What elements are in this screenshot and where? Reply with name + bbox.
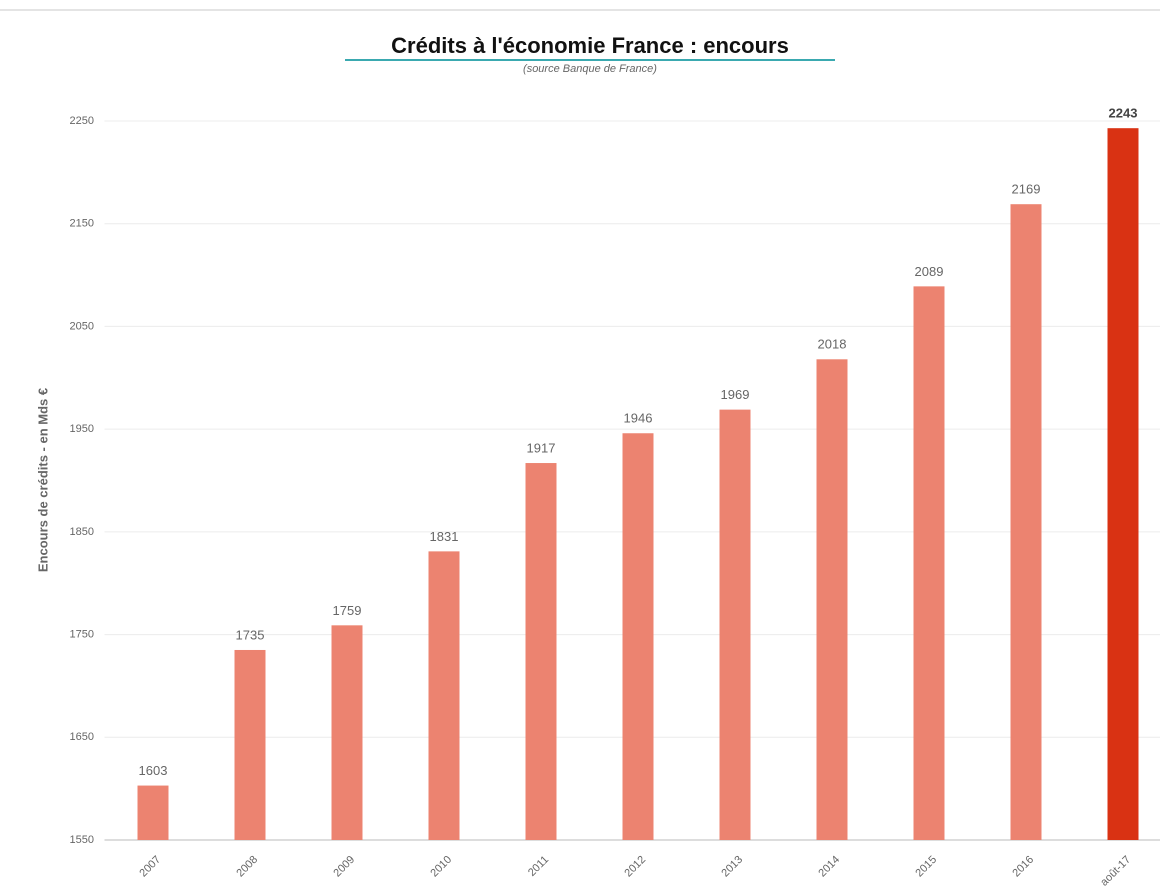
- value-label: 2243: [1109, 106, 1138, 121]
- x-tick-label: 2009: [331, 854, 357, 880]
- y-tick-label: 1550: [70, 834, 94, 846]
- bar: [719, 409, 751, 840]
- bar: [913, 286, 945, 840]
- x-tick-label: 2014: [816, 854, 842, 880]
- value-label: 1603: [139, 763, 168, 778]
- x-tick-label: 2016: [1010, 854, 1036, 880]
- x-tick-label: 2011: [526, 854, 551, 879]
- x-tick-label: 2007: [137, 854, 163, 880]
- bar: [331, 625, 363, 840]
- y-tick-label: 1750: [70, 628, 94, 640]
- bar: [1010, 204, 1042, 840]
- bar: [1107, 128, 1139, 840]
- value-label: 2089: [915, 264, 944, 279]
- x-tick-label: 2015: [913, 854, 939, 880]
- value-label: 1759: [333, 603, 362, 618]
- bar: [622, 433, 654, 840]
- value-label: 2018: [818, 337, 847, 352]
- chart-title: Crédits à l'économie France : encours: [391, 33, 789, 58]
- value-label: 1969: [721, 387, 750, 402]
- y-tick-label: 2250: [70, 115, 94, 127]
- x-tick-label: 2012: [622, 854, 648, 880]
- value-label: 1917: [527, 440, 556, 455]
- bar: [428, 551, 460, 840]
- y-tick-label: 1850: [70, 526, 94, 538]
- value-label: 1831: [430, 529, 459, 544]
- x-tick-label: 2013: [719, 854, 745, 880]
- value-label: 1735: [236, 627, 265, 642]
- y-axis-label: Encours de crédits - en Mds €: [35, 388, 50, 572]
- x-tick-label: 2010: [428, 854, 454, 880]
- bar: [234, 649, 266, 840]
- bar: [137, 785, 169, 840]
- bar: [816, 359, 848, 840]
- y-tick-label: 1950: [70, 423, 94, 435]
- y-tick-label: 2150: [70, 218, 94, 230]
- value-label: 1946: [624, 411, 653, 426]
- y-tick-label: 2050: [70, 320, 94, 332]
- x-tick-label: 2008: [234, 854, 260, 880]
- value-label: 2169: [1012, 182, 1041, 197]
- chart-subtitle: (source Banque de France): [523, 63, 657, 75]
- x-tick-label: août-17: [1098, 854, 1133, 886]
- y-tick-label: 1650: [70, 731, 94, 743]
- bar: [525, 463, 557, 840]
